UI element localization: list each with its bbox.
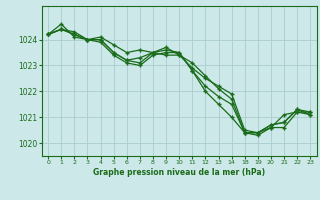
X-axis label: Graphe pression niveau de la mer (hPa): Graphe pression niveau de la mer (hPa) <box>93 168 265 177</box>
